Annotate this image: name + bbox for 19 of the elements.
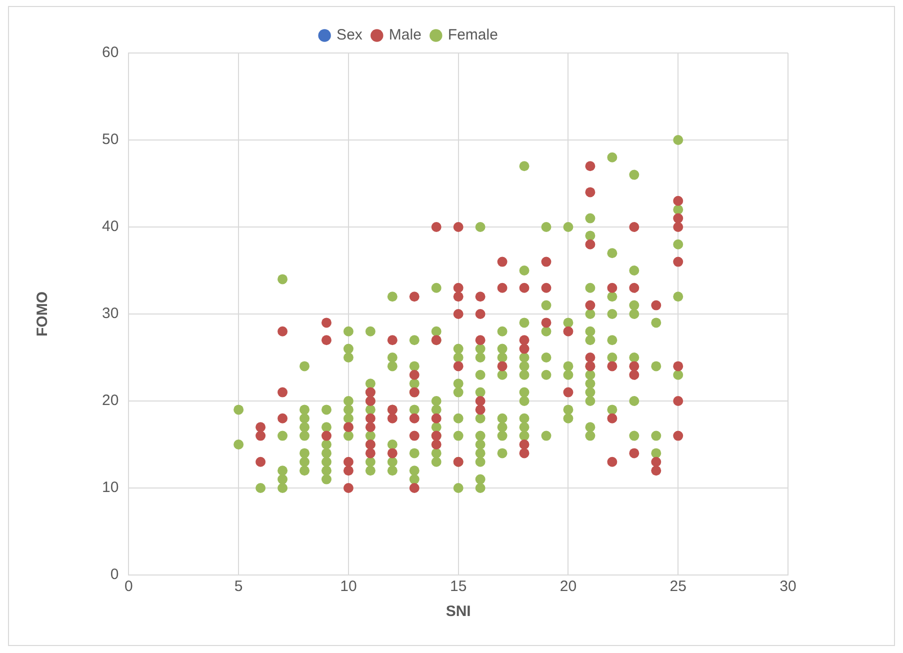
y-axis-title: FOMO xyxy=(34,291,52,336)
y-tick-label: 50 xyxy=(102,131,119,148)
y-tick-label: 30 xyxy=(102,305,119,322)
x-tick-label: 30 xyxy=(780,578,796,596)
legend-label: Sex xyxy=(336,26,363,44)
y-tick-label: 60 xyxy=(102,44,119,62)
y-tick-label: 0 xyxy=(110,566,119,584)
x-tick-label: 25 xyxy=(670,578,686,596)
x-tick-label: 10 xyxy=(340,578,357,596)
x-tick-label: 15 xyxy=(450,578,467,596)
x-tick-label: 5 xyxy=(234,578,243,596)
x-axis-title: SNI xyxy=(446,603,471,620)
x-tick-label: 0 xyxy=(124,578,133,596)
x-tick-label: 20 xyxy=(560,578,577,596)
y-tick-label: 40 xyxy=(102,218,119,236)
legend-label: Female xyxy=(448,26,498,44)
y-tick-label: 20 xyxy=(102,392,119,410)
legend-label: Male xyxy=(388,26,422,44)
y-tick-label: 10 xyxy=(102,479,119,496)
